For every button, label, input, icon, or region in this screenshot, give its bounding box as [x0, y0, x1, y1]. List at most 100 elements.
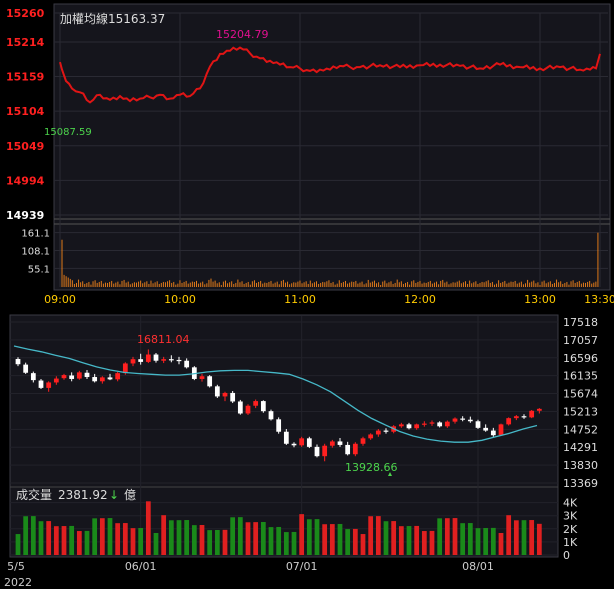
candle-body — [322, 445, 328, 457]
candle-body — [314, 446, 320, 457]
daily-y-tick: 13830 — [563, 459, 598, 472]
intraday-grid — [54, 12, 608, 287]
volume-bar — [276, 526, 282, 555]
volume-bar — [245, 522, 251, 555]
daily-y-tick: 15674 — [563, 388, 598, 401]
daily-low-label: 13928.66 — [345, 461, 398, 474]
candle-body — [444, 421, 450, 427]
candle-body — [406, 424, 412, 429]
candle-body — [452, 418, 458, 422]
intraday-volume-axis: 161.1 108.1 55.1 — [21, 229, 50, 276]
intraday-high-label: 15204.79 — [216, 28, 269, 41]
daily-y-tick: 17057 — [563, 334, 598, 347]
volume-bar — [429, 530, 435, 555]
volume-bar — [368, 516, 374, 555]
candle-body — [299, 438, 305, 446]
volume-bar — [61, 526, 67, 555]
intraday-time-tick: 09:00 — [44, 293, 76, 306]
volume-bar — [483, 528, 489, 555]
volume-bar — [444, 518, 450, 555]
volume-bar — [207, 530, 213, 555]
candle-body — [168, 359, 174, 361]
volume-bar — [76, 531, 82, 555]
volume-bar — [306, 519, 312, 555]
volume-bar — [475, 528, 481, 555]
volume-bar — [199, 525, 205, 555]
volume-bar — [529, 520, 535, 555]
volume-bar — [329, 524, 335, 555]
volume-bar — [30, 516, 36, 555]
volume-bar — [53, 526, 59, 555]
daily-volume-label: 成交量 — [16, 487, 52, 502]
candle-body — [230, 392, 236, 402]
candle-body — [46, 382, 52, 388]
daily-volume-unit: 億 — [124, 488, 136, 502]
intraday-y-tick: 15214 — [6, 36, 45, 49]
daily-vol-tick: 2K — [563, 523, 578, 536]
intraday-y-tick: 15104 — [6, 105, 45, 118]
daily-date-axis: 5/5 06/01 07/01 08/01 — [7, 560, 494, 573]
volume-bar — [498, 533, 504, 555]
candle-body — [437, 422, 443, 427]
intraday-time-tick: 10:00 — [164, 293, 196, 306]
candle-body — [360, 438, 366, 444]
candle-body — [138, 359, 144, 362]
volume-bar — [460, 523, 466, 555]
daily-volume-value: 2381.92 — [58, 488, 108, 502]
volume-bar — [398, 526, 404, 555]
candle-body — [15, 358, 21, 365]
candle-body — [429, 422, 435, 424]
volume-bar — [513, 520, 519, 555]
daily-ma-line — [13, 345, 538, 443]
volume-bar — [260, 522, 266, 555]
candle-body — [99, 377, 105, 382]
intraday-low-label: 15087.59 — [44, 127, 92, 138]
candle-body — [490, 430, 496, 436]
candle-body — [513, 416, 519, 419]
candle-body — [506, 418, 512, 425]
volume-bar — [230, 517, 236, 555]
daily-low-marker — [388, 472, 392, 476]
volume-bar — [283, 532, 289, 555]
daily-y-tick: 14752 — [563, 423, 598, 436]
volume-bar — [406, 526, 412, 555]
daily-y-axis: 17518 17057 16596 16135 15674 15213 14752 14291… — [563, 316, 598, 490]
volume-bar — [153, 533, 159, 555]
daily-y-tick: 13369 — [563, 477, 598, 490]
volume-bar — [122, 523, 128, 555]
daily-date-tick: 5/5 — [7, 560, 25, 573]
candle-body — [260, 401, 266, 412]
volume-bar — [391, 521, 397, 555]
candle-body — [184, 360, 190, 368]
daily-volume-bars — [15, 501, 542, 555]
daily-y-tick: 15213 — [563, 405, 598, 418]
intraday-volume-bars — [61, 232, 599, 287]
candle-body — [199, 376, 205, 379]
candle-body — [276, 419, 282, 432]
intraday-y-tick: 15260 — [6, 7, 45, 20]
volume-bar — [46, 521, 52, 555]
candle-body — [92, 377, 98, 382]
intraday-value: 15163.37 — [108, 12, 165, 26]
volume-bar — [168, 520, 174, 555]
candle-body — [345, 444, 351, 455]
volume-bar — [184, 520, 190, 555]
intraday-vol-tick: 55.1 — [28, 264, 50, 275]
daily-vol-tick: 4K — [563, 497, 578, 510]
volume-bar — [99, 518, 105, 555]
candle-body — [467, 419, 473, 422]
intraday-time-tick: 11:00 — [284, 293, 316, 306]
volume-bar — [291, 531, 297, 555]
volume-bar — [130, 528, 136, 555]
volume-bar — [145, 501, 151, 555]
intraday-y-tick: 15159 — [6, 71, 44, 84]
candle-body — [268, 411, 274, 420]
candle-body — [30, 373, 36, 381]
candle-body — [76, 372, 82, 379]
candle-body — [421, 423, 427, 425]
volume-bar — [452, 518, 458, 555]
volume-bar — [360, 534, 366, 555]
intraday-time-axis: 09:00 10:00 11:00 12:00 13:00 13:30 — [44, 293, 614, 306]
intraday-y-tick: 15049 — [6, 140, 44, 153]
volume-bar — [176, 520, 182, 555]
